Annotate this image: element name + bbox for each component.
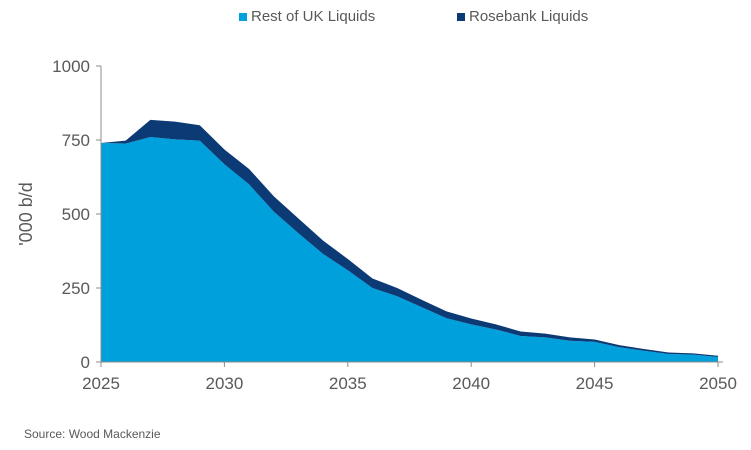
x-tick-label: 2035 bbox=[329, 374, 367, 393]
legend-label-rest-of-uk: Rest of UK Liquids bbox=[251, 8, 376, 25]
x-tick-label: 2045 bbox=[576, 374, 614, 393]
y-axis-label: '000 b/d bbox=[16, 182, 36, 246]
y-tick-label: 1000 bbox=[52, 57, 90, 76]
legend-item-rest-of-uk: Rest of UK Liquids bbox=[239, 8, 375, 25]
y-tick-label: 0 bbox=[81, 353, 90, 372]
x-tick-label: 2025 bbox=[82, 374, 120, 393]
y-tick-label: 250 bbox=[62, 279, 90, 298]
legend-swatch-rosebank bbox=[457, 12, 465, 21]
legend: Rest of UK Liquids Rosebank Liquids bbox=[0, 8, 751, 28]
x-tick-label: 2030 bbox=[205, 374, 243, 393]
legend-item-rosebank: Rosebank Liquids bbox=[457, 8, 588, 25]
area-rest-of-uk-liquids bbox=[101, 137, 718, 362]
legend-swatch-rest-of-uk bbox=[239, 12, 247, 21]
area-rosebank-liquids bbox=[101, 119, 718, 357]
source-note: Source: Wood Mackenzie bbox=[24, 427, 161, 441]
y-tick-label: 750 bbox=[62, 131, 90, 150]
x-tick-label: 2040 bbox=[452, 374, 490, 393]
y-tick-label: 500 bbox=[62, 205, 90, 224]
legend-label-rosebank: Rosebank Liquids bbox=[469, 8, 589, 25]
x-tick-label: 2050 bbox=[699, 374, 737, 393]
